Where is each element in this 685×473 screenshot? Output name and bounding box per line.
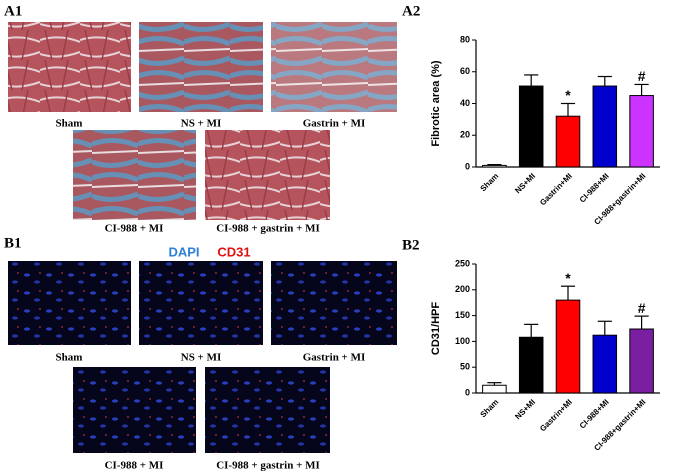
annotation: * (565, 270, 571, 286)
y-tick-label: 20 (460, 130, 470, 140)
x-tick-label: NS+MI (513, 398, 537, 422)
bar (592, 85, 618, 168)
panel-label: A1 (4, 3, 22, 19)
y-tick-label: 50 (460, 362, 470, 372)
caption: CI-988 + gastrin + MI (216, 460, 320, 472)
caption: Sham (56, 118, 83, 130)
caption: CI-988 + gastrin + MI (216, 223, 320, 235)
x-tick-label: NS+MI (513, 172, 537, 196)
micrograph (271, 22, 397, 112)
y-axis-label: CD31/HPF (430, 302, 442, 355)
bar (482, 384, 507, 394)
y-tick-label: 200 (455, 284, 470, 294)
x-tick-label: CI-988+MI (578, 172, 611, 205)
x-tick-label: Sham (479, 172, 501, 194)
bar (555, 115, 581, 168)
bar (518, 85, 544, 168)
caption: NS + MI (181, 118, 222, 130)
bar (592, 334, 618, 394)
bar (555, 299, 581, 394)
x-tick-label: Sham (479, 398, 501, 420)
y-tick-label: 0 (465, 161, 470, 171)
micrograph (8, 22, 131, 112)
micrograph (205, 367, 330, 453)
micrograph (73, 130, 196, 220)
caption: Gastrin + MI (303, 352, 366, 364)
panel-label: A2 (402, 3, 420, 19)
y-axis-label: Fibrotic area (%) (430, 60, 442, 147)
bar (629, 328, 654, 394)
annotation: # (638, 68, 646, 84)
y-tick-label: 0 (465, 387, 470, 397)
y-tick-label: 40 (460, 98, 470, 108)
caption: CI-988 + MI (105, 460, 164, 472)
caption: Sham (56, 352, 83, 364)
annotation: * (565, 87, 571, 103)
caption: CI-988 + MI (105, 223, 164, 235)
x-tick-label: CI-988+MI (578, 398, 611, 431)
micrograph (73, 367, 196, 453)
y-tick-label: 60 (460, 66, 470, 76)
stain-label: DAPI (168, 244, 199, 259)
micrograph (8, 261, 131, 345)
x-tick-label: Gastrin+MI (538, 398, 574, 434)
x-tick-label: Gastrin+MI (538, 172, 574, 208)
y-tick-label: 100 (455, 336, 470, 346)
panel-label: B2 (402, 237, 420, 253)
micrograph (271, 261, 397, 345)
y-tick-label: 150 (455, 310, 470, 320)
annotation: # (638, 300, 646, 316)
bar (518, 336, 544, 394)
stain-label: CD31 (217, 244, 250, 259)
panel-label: B1 (4, 235, 22, 251)
y-tick-label: 80 (460, 34, 470, 44)
charts: 0 20 40 60 80 Fibrotic area (%) Sham NS+MI * Gast… (430, 34, 660, 453)
bar (629, 95, 654, 168)
micrograph (139, 22, 263, 112)
caption: NS + MI (181, 352, 222, 364)
bar (482, 164, 507, 168)
micrograph (139, 261, 263, 345)
micrograph (205, 130, 330, 220)
y-tick-label: 250 (455, 258, 470, 268)
caption: Gastrin + MI (303, 118, 366, 130)
